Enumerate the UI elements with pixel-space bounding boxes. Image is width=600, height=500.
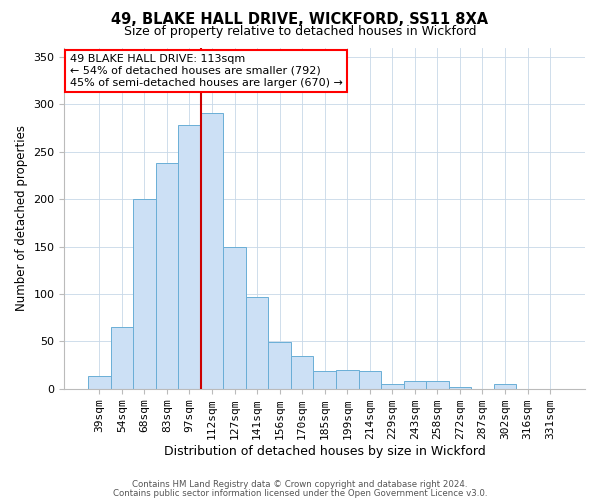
Text: Contains public sector information licensed under the Open Government Licence v3: Contains public sector information licen… xyxy=(113,489,487,498)
X-axis label: Distribution of detached houses by size in Wickford: Distribution of detached houses by size … xyxy=(164,444,485,458)
Y-axis label: Number of detached properties: Number of detached properties xyxy=(15,125,28,311)
Text: Size of property relative to detached houses in Wickford: Size of property relative to detached ho… xyxy=(124,25,476,38)
Bar xyxy=(88,376,110,388)
Bar xyxy=(223,246,246,388)
Bar xyxy=(404,381,426,388)
Text: Contains HM Land Registry data © Crown copyright and database right 2024.: Contains HM Land Registry data © Crown c… xyxy=(132,480,468,489)
Text: 49 BLAKE HALL DRIVE: 113sqm
← 54% of detached houses are smaller (792)
45% of se: 49 BLAKE HALL DRIVE: 113sqm ← 54% of det… xyxy=(70,54,343,88)
Bar xyxy=(246,297,268,388)
Bar xyxy=(178,125,201,388)
Bar xyxy=(336,370,359,388)
Bar xyxy=(313,370,336,388)
Bar xyxy=(110,327,133,388)
Bar xyxy=(359,370,381,388)
Text: 49, BLAKE HALL DRIVE, WICKFORD, SS11 8XA: 49, BLAKE HALL DRIVE, WICKFORD, SS11 8XA xyxy=(112,12,488,28)
Bar xyxy=(133,199,155,388)
Bar xyxy=(268,342,291,388)
Bar xyxy=(155,163,178,388)
Bar xyxy=(426,381,449,388)
Bar xyxy=(201,113,223,388)
Bar xyxy=(291,356,313,388)
Bar xyxy=(381,384,404,388)
Bar xyxy=(449,387,471,388)
Bar xyxy=(494,384,516,388)
